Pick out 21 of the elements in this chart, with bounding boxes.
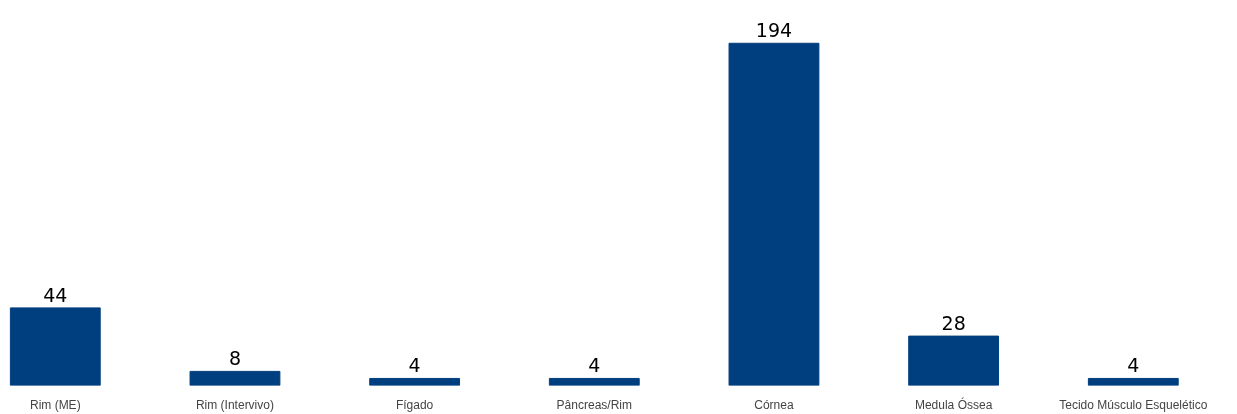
x-tick-label: Córnea	[754, 397, 794, 412]
bar	[728, 42, 820, 386]
x-tick-label: Pâncreas/Rim	[556, 397, 632, 412]
data-label: 4	[588, 354, 601, 377]
bar	[1087, 377, 1179, 386]
data-label: 8	[228, 347, 242, 370]
x-tick-label: Rim (ME)	[29, 397, 81, 412]
bar	[548, 377, 640, 386]
bar	[189, 370, 281, 386]
x-tick-label: Fígado	[395, 397, 434, 412]
x-tick-label: Rim (Intervivo)	[195, 397, 274, 412]
bar	[9, 307, 101, 386]
data-label: 44	[43, 283, 68, 306]
x-tick-label: Medula Óssea	[914, 396, 993, 412]
data-label: 194	[755, 19, 793, 42]
bar	[908, 335, 1000, 386]
bar	[369, 377, 461, 386]
x-tick-label: Tecido Músculo Esquelético	[1059, 397, 1208, 412]
data-label: 4	[1127, 354, 1140, 377]
data-label: 28	[941, 312, 966, 335]
data-label: 4	[408, 354, 421, 377]
